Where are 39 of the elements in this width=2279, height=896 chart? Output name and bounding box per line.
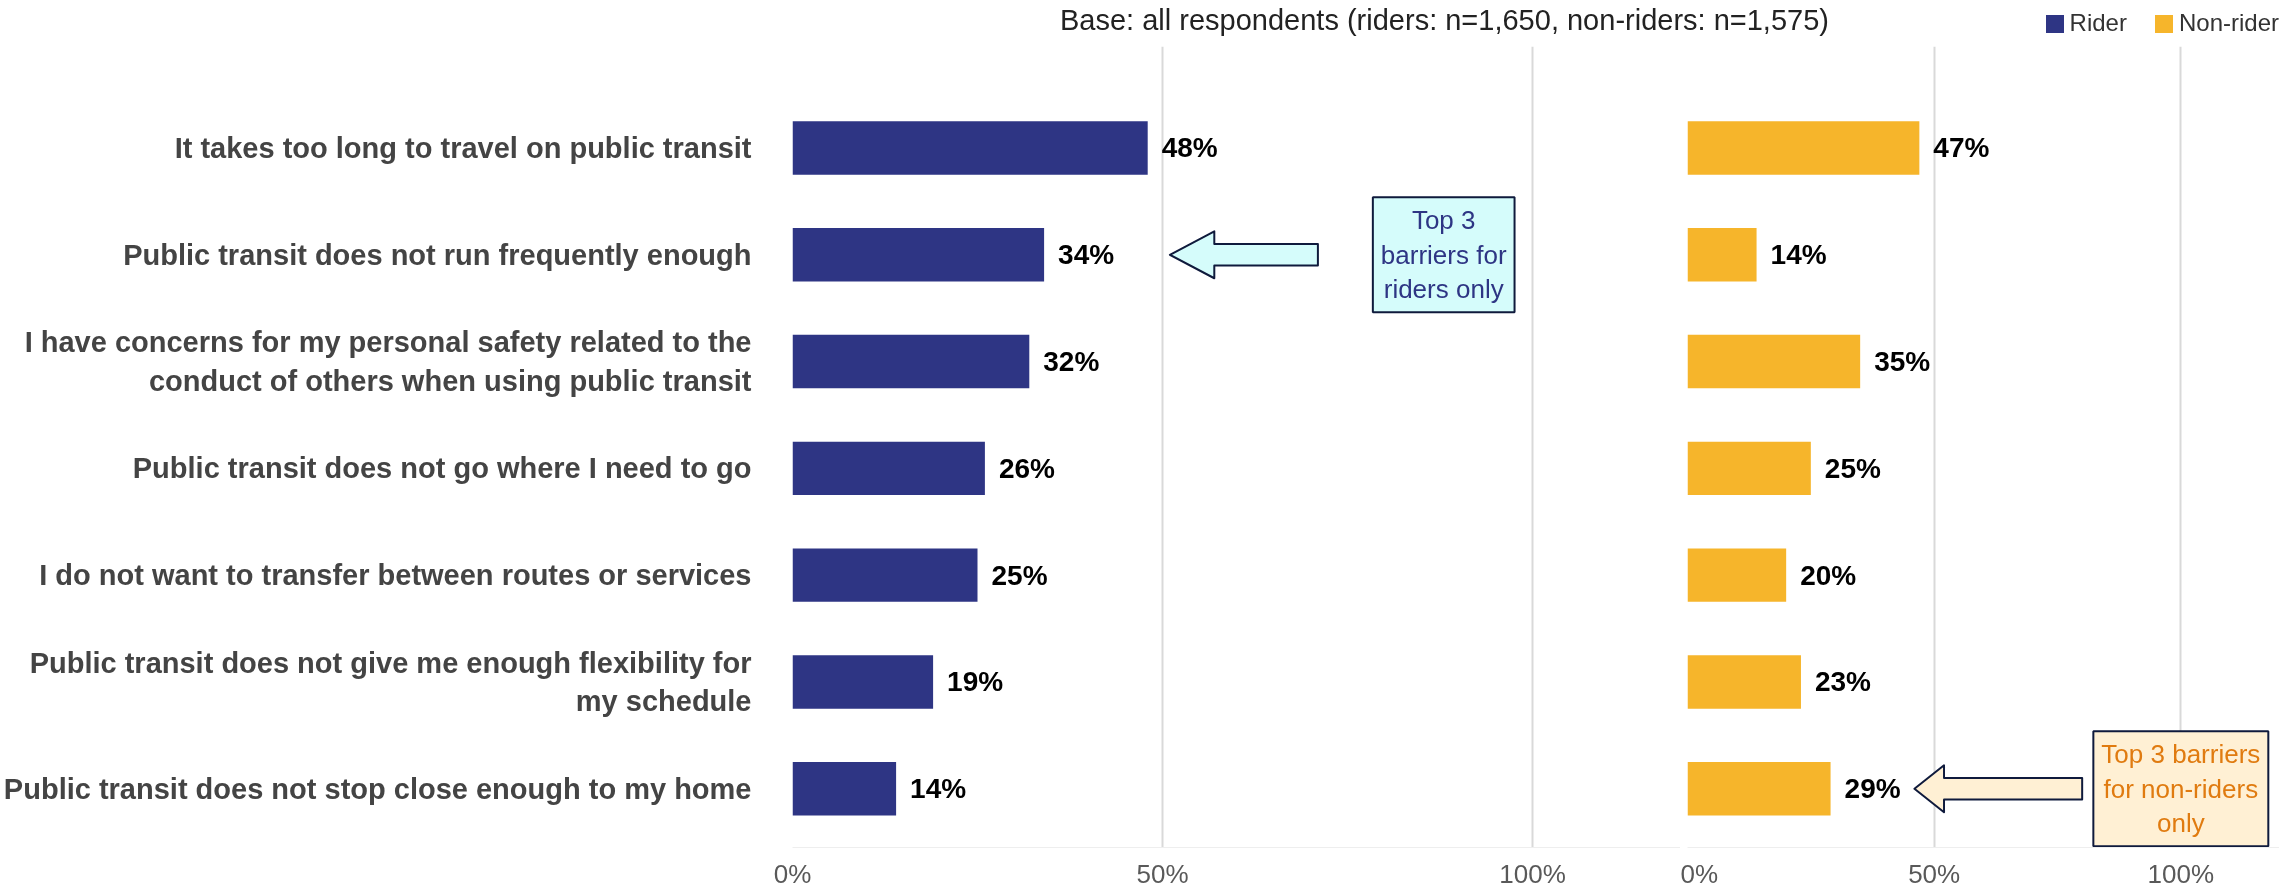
annotation: Top 3 barriers for riders only [1380, 205, 1507, 305]
y-tick-label: Public transit does not run frequently enough [123, 238, 752, 271]
y-tick-label: I do not want to transfer between routes or services [39, 559, 752, 592]
data-label: 29% [1844, 773, 1901, 805]
annotation: Top 3 barriers for non-riders only [2101, 739, 2261, 839]
y-tick-label: Public transit does not give me enough flexibility for my schedule [29, 646, 752, 718]
bar [792, 121, 1148, 175]
bar [792, 548, 978, 602]
data-label: 14% [910, 773, 967, 805]
data-label: 26% [998, 452, 1056, 484]
data-label: 35% [1874, 346, 1931, 378]
legend-label: Non-rider [2178, 9, 2279, 36]
y-tick-label: I have concerns for my personal safety related to the conduct of others when using public transit [24, 326, 752, 397]
y-tick-label: Public transit does not stop close enough to my home [3, 772, 752, 805]
bar [792, 228, 1045, 282]
y-tick-label: It takes too long to travel on public transit [174, 131, 752, 164]
data-label: 32% [1043, 346, 1100, 378]
bar [792, 655, 934, 709]
x-tick-label: 0% [1680, 858, 1719, 889]
data-label: 20% [1800, 559, 1857, 591]
bar [792, 334, 1030, 389]
chart-subtitle: Base: all respondents (riders: n=1,650, non-riders: n=1,575) [1060, 3, 1829, 38]
bar [792, 762, 897, 816]
data-label: 47% [1933, 132, 1990, 164]
data-label: 23% [1814, 666, 1872, 698]
data-label: 48% [1161, 132, 1218, 164]
x-tick-label: 100% [1499, 858, 1566, 889]
x-tick-label: 0% [773, 858, 812, 889]
legend-label: Rider [2069, 9, 2127, 36]
x-tick-label: 100% [2147, 858, 2215, 889]
data-label: 19% [947, 666, 1004, 698]
data-label: 25% [991, 559, 1048, 591]
bar [792, 441, 985, 496]
x-tick-label: 50% [1136, 858, 1189, 889]
x-tick-label: 50% [1908, 858, 1961, 889]
y-tick-label: Public transit does not go where I need to go [132, 452, 752, 485]
data-label: 34% [1058, 239, 1115, 271]
data-label: 25% [1824, 452, 1881, 484]
data-label: 14% [1770, 239, 1827, 271]
